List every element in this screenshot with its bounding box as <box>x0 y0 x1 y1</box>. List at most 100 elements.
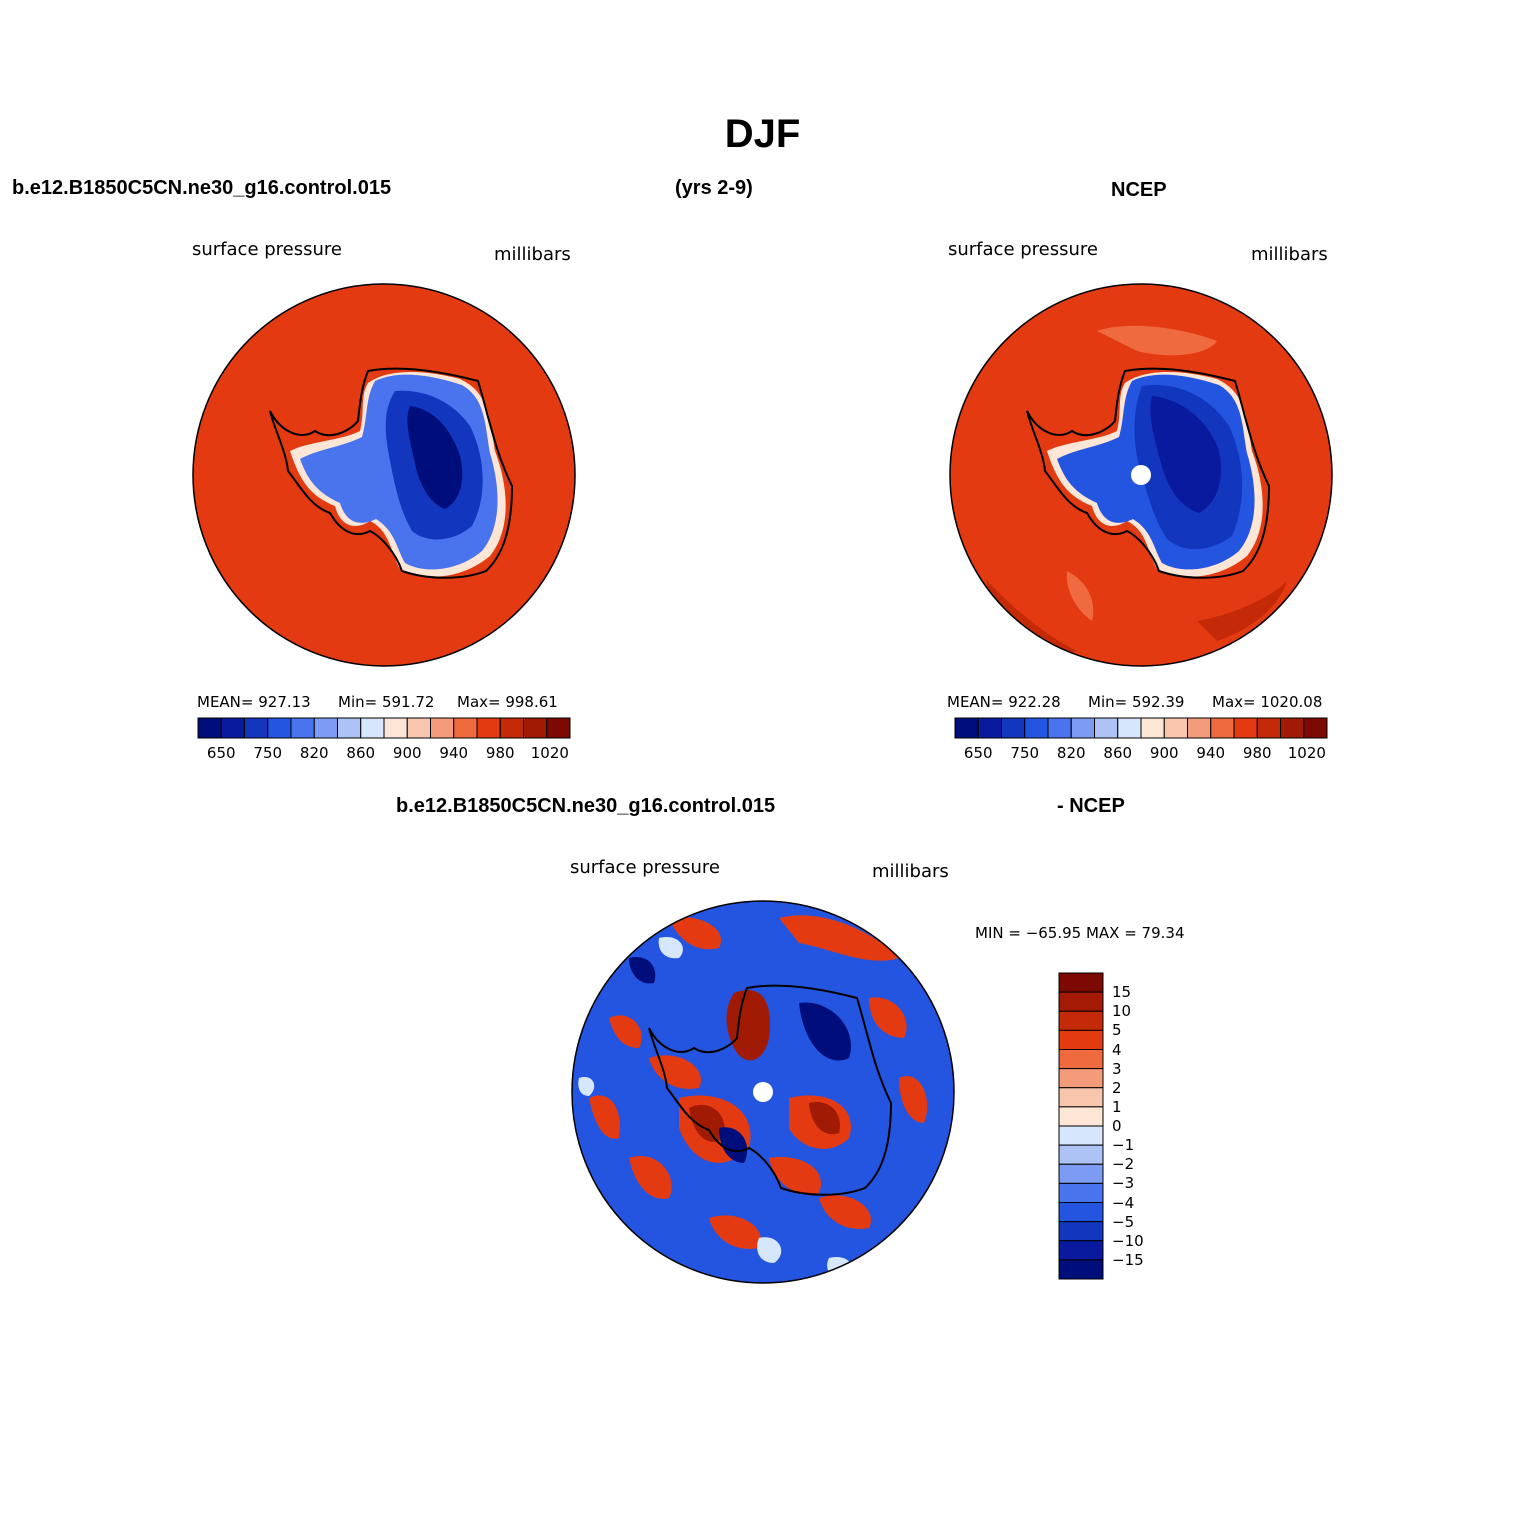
colorbar-tick-label: −1 <box>1112 1136 1135 1155</box>
model-min: Min= 591.72 <box>338 693 435 711</box>
colorbar-swatch <box>267 717 292 739</box>
colorbar-swatch <box>1058 1144 1104 1165</box>
colorbar-tick-label: 900 <box>1149 744 1179 762</box>
colorbar-swatch <box>337 717 362 739</box>
model-mean: MEAN= 927.13 <box>197 693 311 711</box>
colorbar-tick-label: 650 <box>206 744 236 762</box>
colorbar-tick-label: 15 <box>1112 983 1132 1002</box>
colorbar-tick-label: 860 <box>1103 744 1133 762</box>
obs-name: NCEP <box>1111 179 1167 201</box>
colorbar-swatch <box>1280 717 1305 739</box>
colorbar-swatch <box>1001 717 1026 739</box>
diff-minmax: MIN = −65.95 MAX = 79.34 <box>975 924 1185 942</box>
obs-colorbar <box>954 717 1328 739</box>
colorbar-tick-label: 1 <box>1112 1097 1122 1116</box>
obs-min: Min= 592.39 <box>1088 693 1185 711</box>
colorbar-swatch <box>1117 717 1142 739</box>
colorbar-tick-label: 4 <box>1112 1040 1122 1059</box>
colorbar-swatch <box>1058 1182 1104 1203</box>
colorbar-tick-label: 820 <box>1056 744 1086 762</box>
colorbar-swatch <box>1058 1010 1104 1031</box>
colorbar-swatch <box>1047 717 1072 739</box>
colorbar-swatch <box>383 717 408 739</box>
colorbar-tick-label: 1020 <box>1287 744 1326 762</box>
colorbar-swatch <box>1058 1068 1104 1089</box>
colorbar-swatch <box>499 717 524 739</box>
colorbar-tick-label: 980 <box>485 744 515 762</box>
colorbar-swatch <box>476 717 501 739</box>
colorbar-swatch <box>1094 717 1119 739</box>
colorbar-swatch <box>220 717 245 739</box>
colorbar-tick-label: −2 <box>1112 1155 1135 1174</box>
colorbar-swatch <box>244 717 269 739</box>
obs-units-label: millibars <box>1251 244 1328 265</box>
colorbar-tick-label: 940 <box>439 744 469 762</box>
colorbar-swatch <box>1070 717 1095 739</box>
colorbar-tick-label: 820 <box>299 744 329 762</box>
colorbar-swatch <box>1058 1163 1104 1184</box>
case-name: b.e12.B1850C5CN.ne30_g16.control.015 <box>12 177 392 199</box>
diff-polar-map <box>571 900 955 1284</box>
diff-case-name: b.e12.B1850C5CN.ne30_g16.control.015 <box>396 795 776 817</box>
colorbar-swatch <box>313 717 338 739</box>
figure-title: DJF <box>724 112 801 156</box>
colorbar-swatch <box>1303 717 1328 739</box>
diff-variable-label: surface pressure <box>570 857 720 878</box>
colorbar-tick-label: 940 <box>1196 744 1226 762</box>
model-variable-label: surface pressure <box>192 239 342 260</box>
pole-hole <box>1131 465 1151 485</box>
obs-variable-label: surface pressure <box>948 239 1098 260</box>
colorbar-tick-label: −3 <box>1112 1174 1135 1193</box>
colorbar-swatch <box>1058 1202 1104 1223</box>
colorbar-swatch <box>360 717 385 739</box>
colorbar-swatch <box>1187 717 1212 739</box>
colorbar-tick-label: −10 <box>1112 1231 1144 1250</box>
antarctica-plateau-core <box>407 406 463 509</box>
obs-polar-map <box>949 283 1333 667</box>
colorbar-swatch <box>1058 1221 1104 1242</box>
colorbar-tick-label: 900 <box>392 744 422 762</box>
colorbar-tick-label: −5 <box>1112 1212 1135 1231</box>
colorbar-tick-label: 650 <box>963 744 993 762</box>
colorbar-swatch <box>1058 972 1104 993</box>
colorbar-swatch <box>406 717 431 739</box>
colorbar-swatch <box>1058 1125 1104 1146</box>
colorbar-swatch <box>453 717 478 739</box>
colorbar-swatch <box>1256 717 1281 739</box>
model-max: Max= 998.61 <box>457 693 558 711</box>
colorbar-tick-label: 5 <box>1112 1021 1122 1040</box>
model-units-label: millibars <box>494 244 571 265</box>
map-boundary <box>192 283 576 667</box>
colorbar-swatch <box>1058 1049 1104 1070</box>
colorbar-tick-label: −4 <box>1112 1193 1135 1212</box>
diff-obs-name: - NCEP <box>1057 795 1125 817</box>
colorbar-swatch <box>1140 717 1165 739</box>
colorbar-swatch <box>1058 1087 1104 1108</box>
colorbar-swatch <box>977 717 1002 739</box>
colorbar-tick-label: 3 <box>1112 1059 1122 1078</box>
colorbar-tick-label: 750 <box>253 744 283 762</box>
colorbar-tick-label: 860 <box>346 744 376 762</box>
colorbar-swatch <box>1163 717 1188 739</box>
colorbar-swatch <box>1058 1106 1104 1127</box>
colorbar-swatch <box>1233 717 1258 739</box>
colorbar-tick-label: 10 <box>1112 1002 1132 1021</box>
colorbar-swatch <box>546 717 571 739</box>
diff-colorbar <box>1058 972 1104 1280</box>
colorbar-swatch <box>1058 1029 1104 1050</box>
colorbar-swatch <box>1058 1240 1104 1261</box>
colorbar-tick-label: 1020 <box>530 744 569 762</box>
coastline <box>269 367 514 579</box>
colorbar-tick-label: 750 <box>1010 744 1040 762</box>
diff-units-label: millibars <box>872 861 949 882</box>
years-label: (yrs 2-9) <box>675 177 753 199</box>
colorbar-swatch <box>523 717 548 739</box>
colorbar-tick-label: 2 <box>1112 1078 1122 1097</box>
colorbar-swatch <box>1058 991 1104 1012</box>
colorbar-swatch <box>197 717 222 739</box>
colorbar-tick-label: 0 <box>1112 1117 1122 1135</box>
obs-mean: MEAN= 922.28 <box>947 693 1061 711</box>
colorbar-swatch <box>430 717 455 739</box>
obs-max: Max= 1020.08 <box>1212 693 1323 711</box>
colorbar-tick-label: 980 <box>1242 744 1272 762</box>
